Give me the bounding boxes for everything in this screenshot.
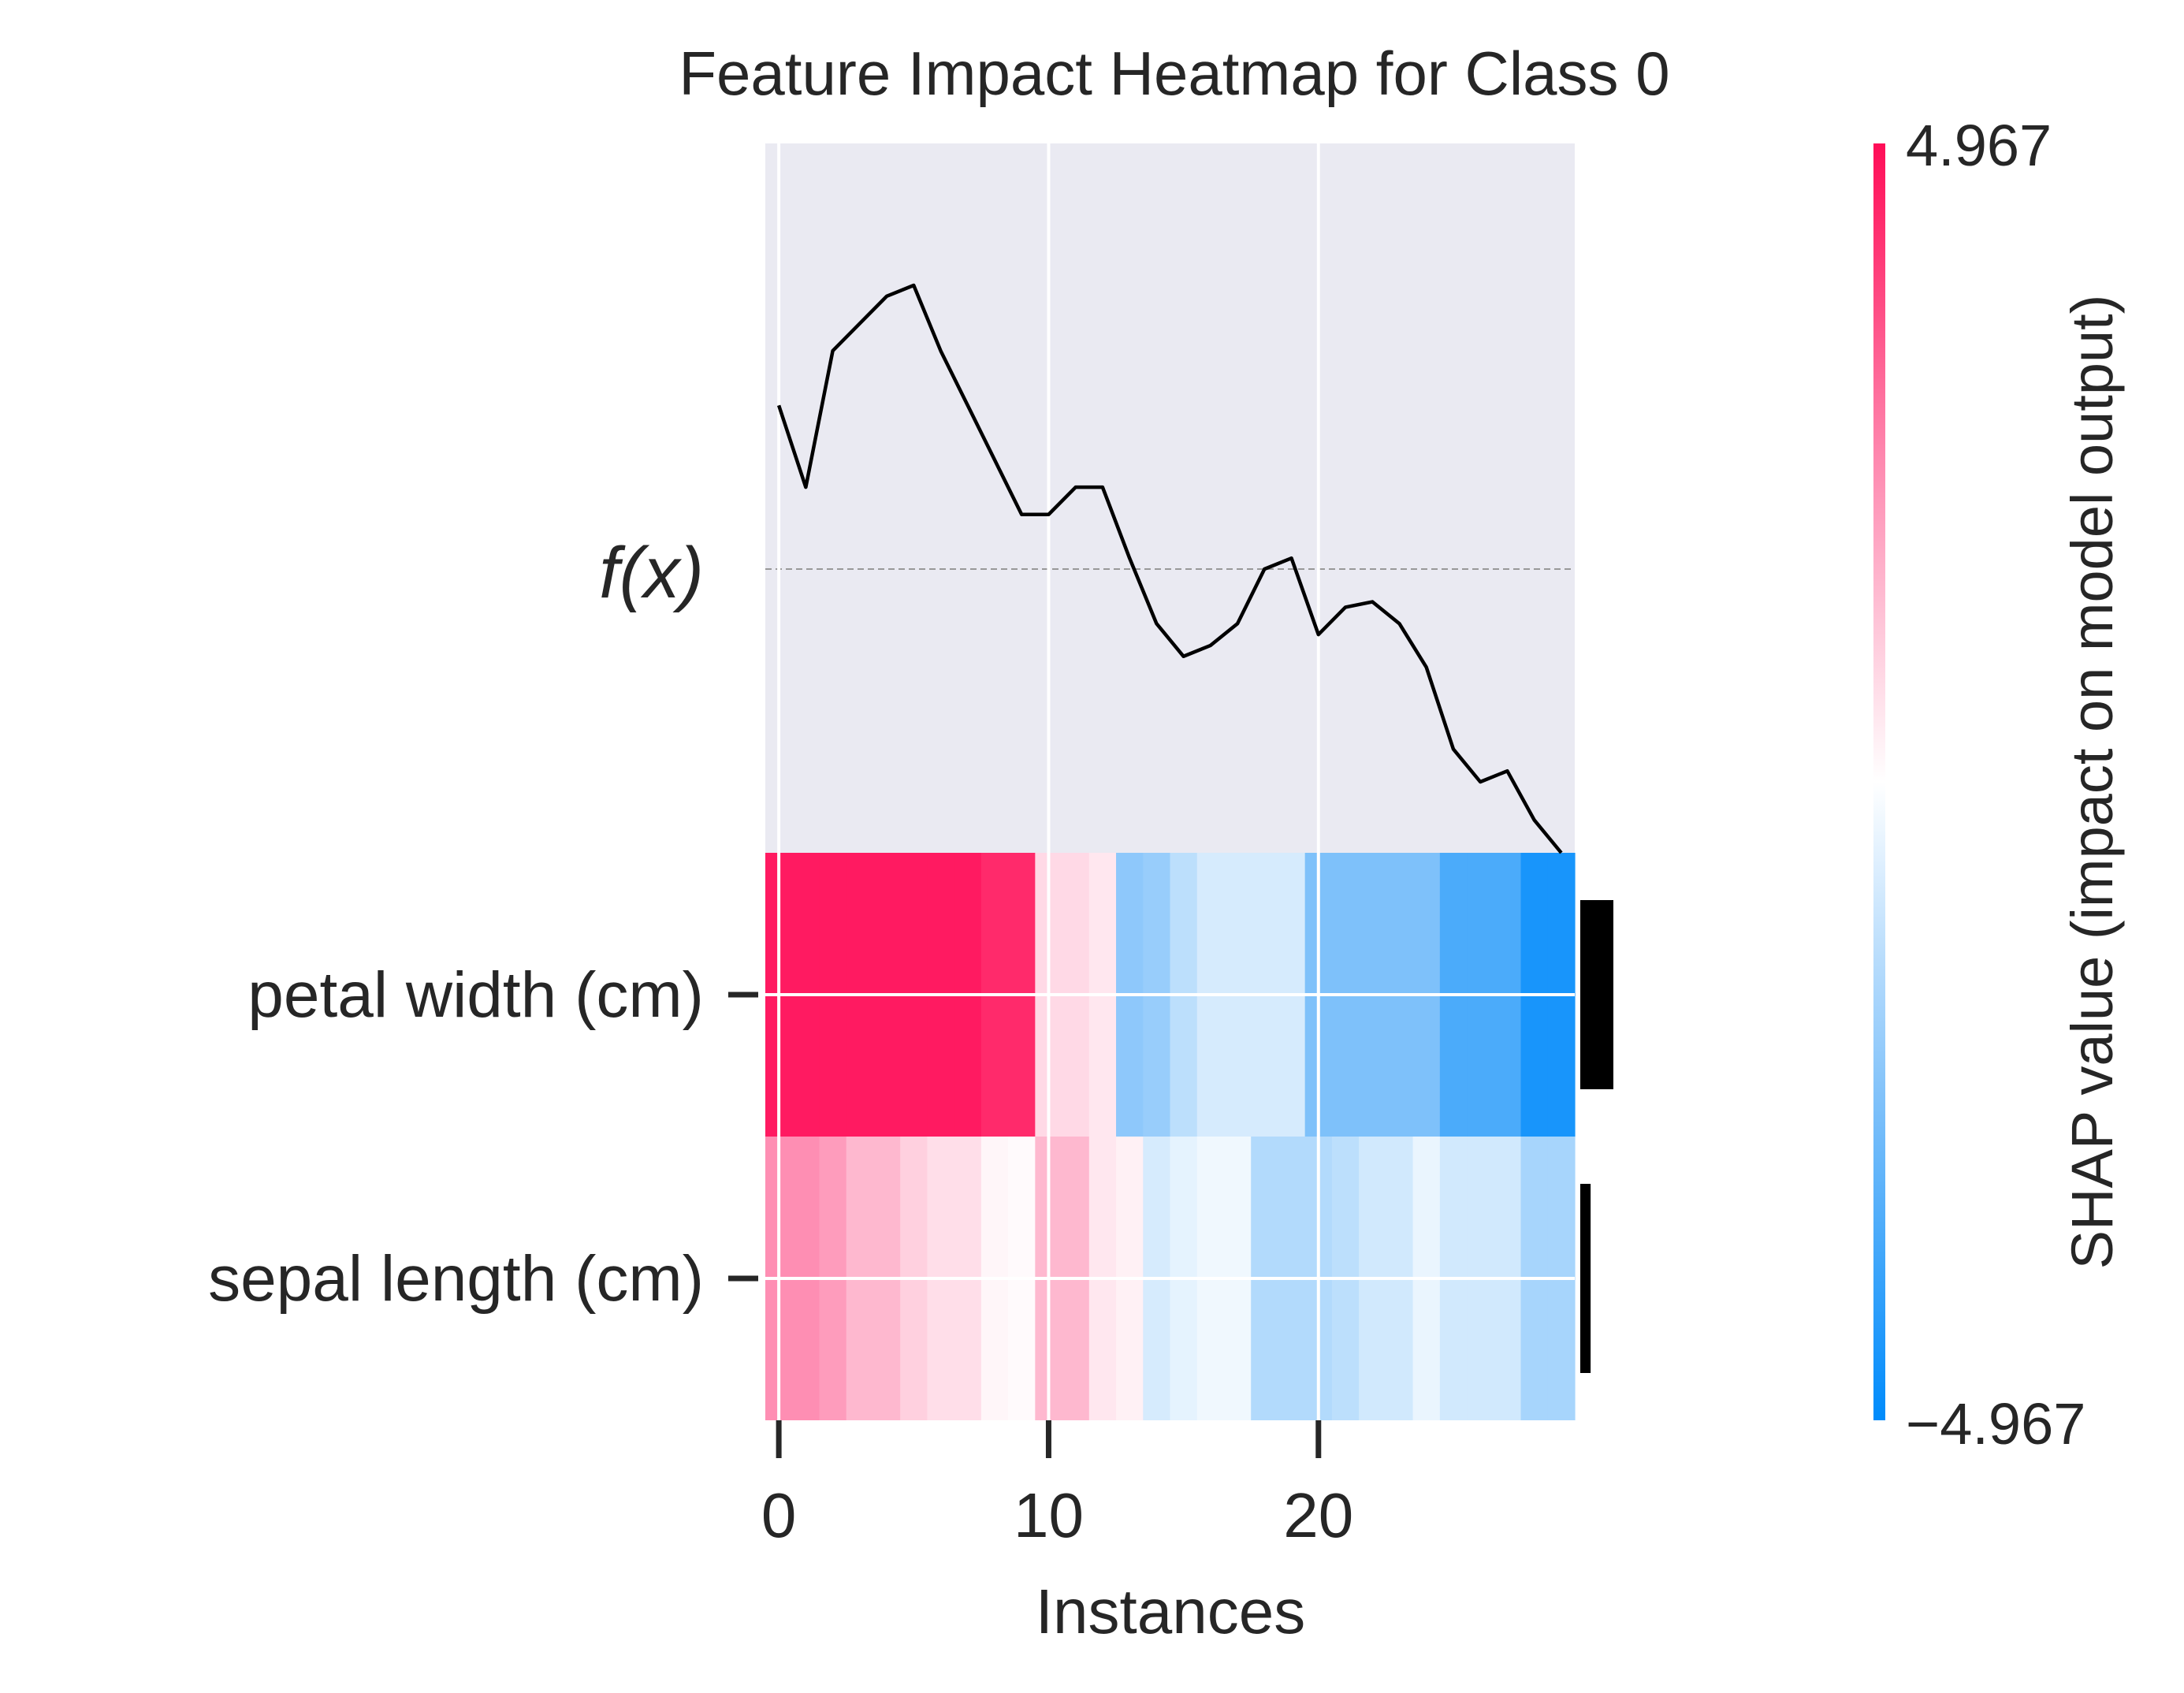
colorbar-max-label: 4.967 (1906, 113, 2052, 178)
feature-label: petal width (cm) (247, 959, 704, 1031)
chart-title: Feature Impact Heatmap for Class 0 (679, 39, 1669, 108)
fx-line (776, 283, 1563, 854)
colorbar-axis-label: SHAP value (impact on model output) (2059, 295, 2125, 1270)
fx-label: f(x) (599, 533, 704, 613)
heatmap-cells (765, 853, 1576, 1420)
feature-label: sepal length (cm) (208, 1243, 704, 1315)
x-axis: 0 10 20 (761, 1420, 1353, 1550)
colorbar (1873, 143, 1885, 1420)
x-tick-label: 20 (1283, 1480, 1353, 1550)
colorbar-min-label: −4.967 (1906, 1391, 2085, 1457)
fx-line-layer (776, 283, 1563, 854)
x-axis-label: Instances (1036, 1576, 1305, 1646)
feature-importance-bar (1580, 900, 1613, 1089)
x-tick-label: 0 (761, 1480, 797, 1550)
fx-panel-background (765, 143, 1575, 853)
x-tick-label: 10 (1014, 1480, 1084, 1550)
feature-importance-bar (1580, 1184, 1591, 1373)
feature-importance-bars (1580, 900, 1613, 1373)
grid-lines (765, 143, 1575, 1420)
feature-labels: petal width (cm) sepal length (cm) (208, 959, 758, 1315)
